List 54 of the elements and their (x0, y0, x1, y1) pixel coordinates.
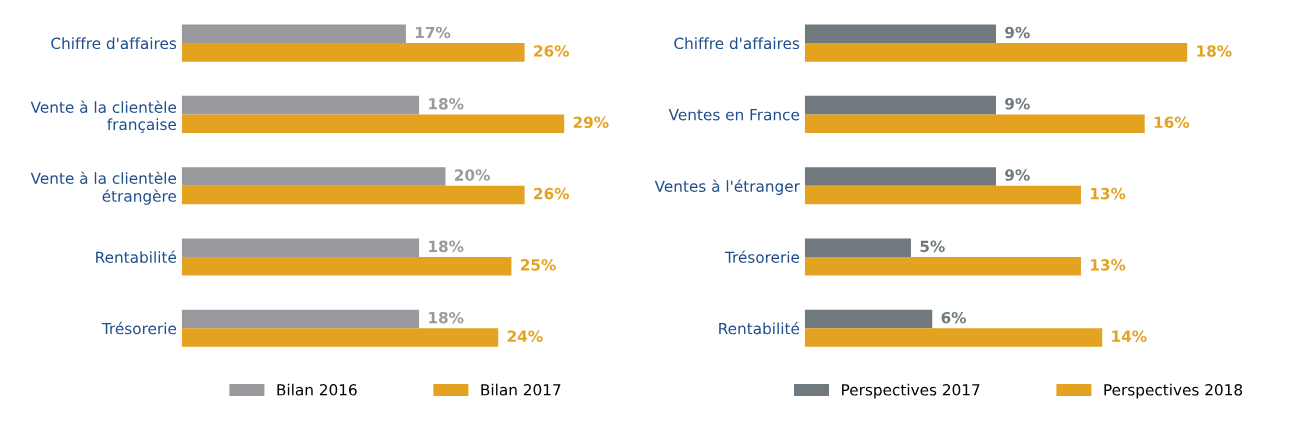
bar (181, 43, 525, 62)
data-label: 18% (429, 311, 464, 324)
bar (181, 238, 420, 257)
data-label: 17% (415, 26, 451, 39)
bar (804, 328, 1103, 347)
data-label: 26% (534, 45, 570, 57)
data-label: 13% (1091, 259, 1126, 271)
bar (804, 95, 996, 115)
data-label: 6% (941, 311, 967, 324)
data-label: 20% (455, 169, 490, 181)
data-label: 18% (429, 240, 464, 253)
bar (804, 43, 1188, 62)
data-label: 9% (1005, 26, 1030, 39)
bar (181, 24, 406, 44)
y-tick-label: Ventes en France (668, 109, 800, 121)
data-label: 5% (920, 240, 945, 253)
legend-label: Perspectives 2017 (842, 383, 980, 399)
y-tick-label: Chiffre d'affaires (674, 37, 800, 50)
data-label: 18% (1197, 45, 1232, 57)
data-label: 9% (1005, 97, 1030, 110)
data-label: 25% (520, 259, 556, 271)
data-label: 9% (1005, 169, 1030, 181)
data-label: 26% (534, 187, 570, 200)
data-label: 14% (1112, 330, 1147, 342)
data-label: 24% (507, 330, 543, 342)
bar (804, 256, 1081, 276)
bar (804, 24, 996, 44)
data-label: 18% (429, 97, 464, 110)
y-tick-label: Ventes à l'étranger (654, 179, 800, 195)
bar (804, 185, 1081, 205)
data-label: 16% (1154, 116, 1190, 129)
y-tick-label: Vente à la clientèle française (30, 100, 177, 133)
y-tick-label: Rentabilité (719, 321, 800, 335)
data-label: 13% (1091, 187, 1126, 200)
bar (804, 309, 933, 329)
bar (181, 95, 420, 115)
y-tick-label: Trésorerie (724, 250, 800, 263)
y-tick-label: Trésorerie (101, 321, 177, 335)
bar (804, 238, 911, 257)
y-tick-label: Rentabilité (96, 250, 177, 263)
bar (181, 114, 565, 133)
data-label: 29% (573, 116, 609, 129)
bar (181, 256, 512, 276)
legend-label: Bilan 2017 (481, 383, 561, 396)
bar (181, 309, 420, 329)
bar (804, 167, 996, 186)
bar (181, 185, 525, 205)
bar (181, 167, 446, 186)
legend-label: Perspectives 2018 (1104, 383, 1243, 399)
y-tick-label: Vente à la clientèle étrangère (30, 171, 177, 205)
legend-label: Bilan 2016 (277, 383, 357, 396)
y-tick-label: Chiffre d'affaires (51, 37, 177, 50)
bar (804, 114, 1145, 133)
bar (181, 328, 499, 347)
